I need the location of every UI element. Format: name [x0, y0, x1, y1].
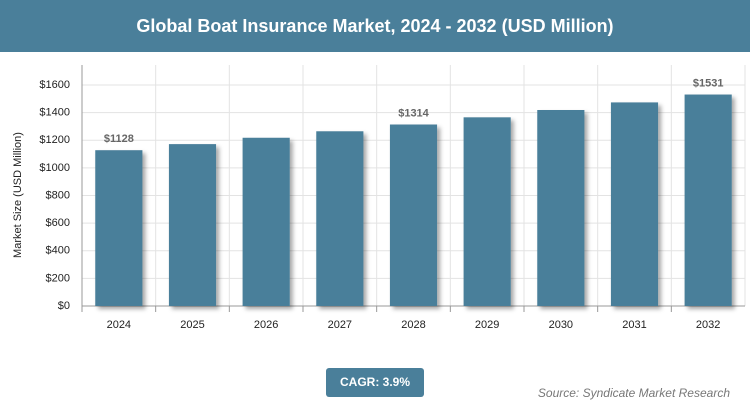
x-tick-label: 2032 — [696, 319, 720, 331]
bar — [242, 137, 290, 306]
y-tick-label: $400 — [46, 245, 70, 257]
x-tick-label: 2024 — [107, 319, 131, 331]
value-label: $1314 — [398, 107, 429, 119]
bar — [168, 144, 217, 306]
bar — [389, 124, 438, 306]
x-tick-label: 2029 — [475, 319, 499, 331]
y-tick-label: $0 — [58, 300, 70, 312]
bar — [95, 150, 143, 306]
x-tick-label: 2028 — [401, 319, 425, 331]
y-tick-label: $1200 — [39, 134, 70, 146]
value-label: $1128 — [104, 133, 134, 145]
y-tick-label: $800 — [46, 189, 70, 201]
y-tick-label: $200 — [46, 272, 70, 284]
chart-title: Global Boat Insurance Market, 2024 - 203… — [0, 0, 750, 52]
y-axis-title: Market Size (USD Million) — [12, 132, 24, 258]
y-tick-label: $1400 — [39, 107, 70, 119]
x-tick-label: 2031 — [622, 319, 646, 331]
cagr-badge: CAGR: 3.9% — [326, 368, 424, 397]
y-tick-label: $600 — [46, 217, 70, 229]
bar — [463, 117, 511, 306]
x-tick-label: 2030 — [549, 319, 573, 331]
y-tick-label: $1600 — [39, 79, 70, 91]
bar — [316, 131, 364, 306]
x-tick-label: 2025 — [180, 319, 204, 331]
x-tick-label: 2026 — [254, 319, 278, 331]
bar — [537, 110, 585, 306]
bar — [684, 94, 732, 306]
value-label: $1531 — [693, 77, 724, 89]
bar — [610, 102, 659, 306]
source-note: Source: Syndicate Market Research — [537, 386, 730, 400]
x-tick-label: 2027 — [328, 319, 352, 331]
y-tick-label: $1000 — [39, 162, 70, 174]
